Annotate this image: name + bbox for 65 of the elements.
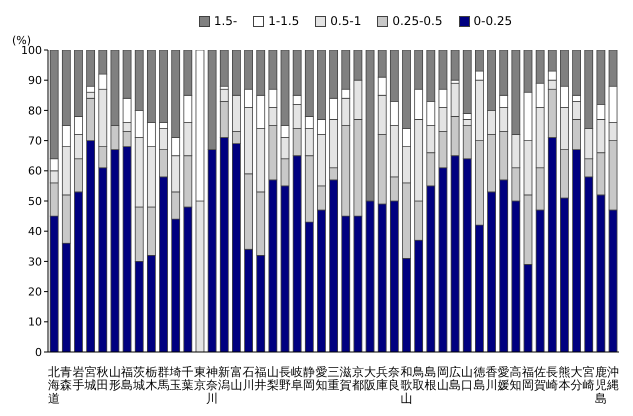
x-tick-label: 山梨 bbox=[266, 365, 279, 392]
x-tick-label: 三重 bbox=[328, 365, 340, 392]
y-tick-label: 10 bbox=[28, 316, 42, 329]
x-tick-label: 北海道 bbox=[48, 365, 60, 406]
y-tick-label: 0 bbox=[35, 346, 42, 359]
x-tick-label: 熊本 bbox=[558, 365, 570, 392]
x-tick-label: 徳島 bbox=[473, 365, 486, 392]
y-tick-label: 90 bbox=[28, 74, 42, 88]
x-tick-label: 埼玉 bbox=[168, 365, 182, 392]
x-tick-label: 奈良 bbox=[388, 365, 400, 392]
x-tick-label: 静岡 bbox=[303, 365, 316, 392]
x-tick-label: 島根 bbox=[424, 365, 437, 392]
x-tick-label: 香川 bbox=[485, 365, 498, 392]
x-tick-label: 石川 bbox=[242, 365, 254, 392]
x-tick-label: 兵庫 bbox=[376, 365, 388, 392]
x-tick-label: 佐賀 bbox=[534, 365, 546, 392]
x-tick-label: 鹿児島 bbox=[594, 365, 607, 406]
y-axis-title: (%) bbox=[12, 34, 32, 47]
x-tick-label: 岩手 bbox=[72, 365, 84, 392]
legend-label: 0.5-1 bbox=[330, 14, 362, 28]
y-tick-label: 70 bbox=[28, 134, 42, 148]
x-tick-label: 高知 bbox=[510, 365, 522, 392]
x-tick-label: 栃木 bbox=[145, 365, 158, 392]
x-tick-label: 大阪 bbox=[364, 365, 376, 392]
x-tick-label: 愛知 bbox=[315, 365, 328, 392]
x-tick-label: 愛媛 bbox=[498, 365, 510, 392]
y-tick-label: 20 bbox=[28, 286, 42, 299]
x-tick-label: 京都 bbox=[352, 365, 364, 392]
x-tick-label: 鳥取 bbox=[412, 365, 425, 392]
y-tick-label: 80 bbox=[28, 104, 42, 118]
y-tick-label: 60 bbox=[28, 164, 42, 178]
x-tick-label: 和歌山 bbox=[400, 365, 412, 406]
x-tick-label: 千葉 bbox=[182, 365, 194, 392]
x-tick-label: 青森 bbox=[60, 365, 72, 392]
x-tick-label: 福島 bbox=[120, 365, 133, 392]
y-tick-label: 40 bbox=[28, 225, 42, 238]
x-tick-label: 神奈川 bbox=[206, 365, 218, 406]
x-tick-label: 福井 bbox=[254, 365, 267, 392]
x-tick-label: 滋賀 bbox=[340, 365, 352, 392]
legend-label: 0.25-0.5 bbox=[392, 14, 442, 28]
x-tick-label: 大分 bbox=[570, 365, 582, 392]
x-tick-label: 長崎 bbox=[546, 365, 558, 392]
x-tick-label: 沖縄 bbox=[606, 365, 619, 392]
bar bbox=[220, 50, 229, 87]
legend-label: 0-0.25 bbox=[474, 14, 512, 28]
x-tick-label: 富山 bbox=[230, 365, 242, 392]
x-tick-label: 長野 bbox=[278, 365, 291, 392]
y-tick-label: 50 bbox=[28, 194, 42, 208]
x-tick-label: 岐阜 bbox=[291, 365, 304, 392]
x-tick-label: 新潟 bbox=[218, 365, 230, 392]
bar bbox=[450, 50, 460, 81]
x-tick-label: 広島 bbox=[448, 365, 461, 392]
x-tick-label: 山形 bbox=[108, 365, 121, 392]
x-tick-label: 東京 bbox=[194, 365, 206, 392]
x-tick-label: 宮崎 bbox=[582, 365, 595, 392]
x-tick-label: 岡山 bbox=[436, 365, 449, 392]
x-tick-label: 茨城 bbox=[132, 365, 146, 392]
x-tick-label: 群馬 bbox=[156, 365, 170, 392]
legend-label: 1.5- bbox=[214, 14, 238, 28]
x-tick-label: 福岡 bbox=[522, 365, 534, 392]
y-tick-label: 30 bbox=[28, 255, 42, 268]
x-tick-label: 秋田 bbox=[96, 365, 109, 392]
x-tick-label: 山口 bbox=[461, 365, 474, 392]
legend-label: 1-1.5 bbox=[268, 14, 300, 28]
x-tick-label: 宮城 bbox=[84, 365, 97, 392]
